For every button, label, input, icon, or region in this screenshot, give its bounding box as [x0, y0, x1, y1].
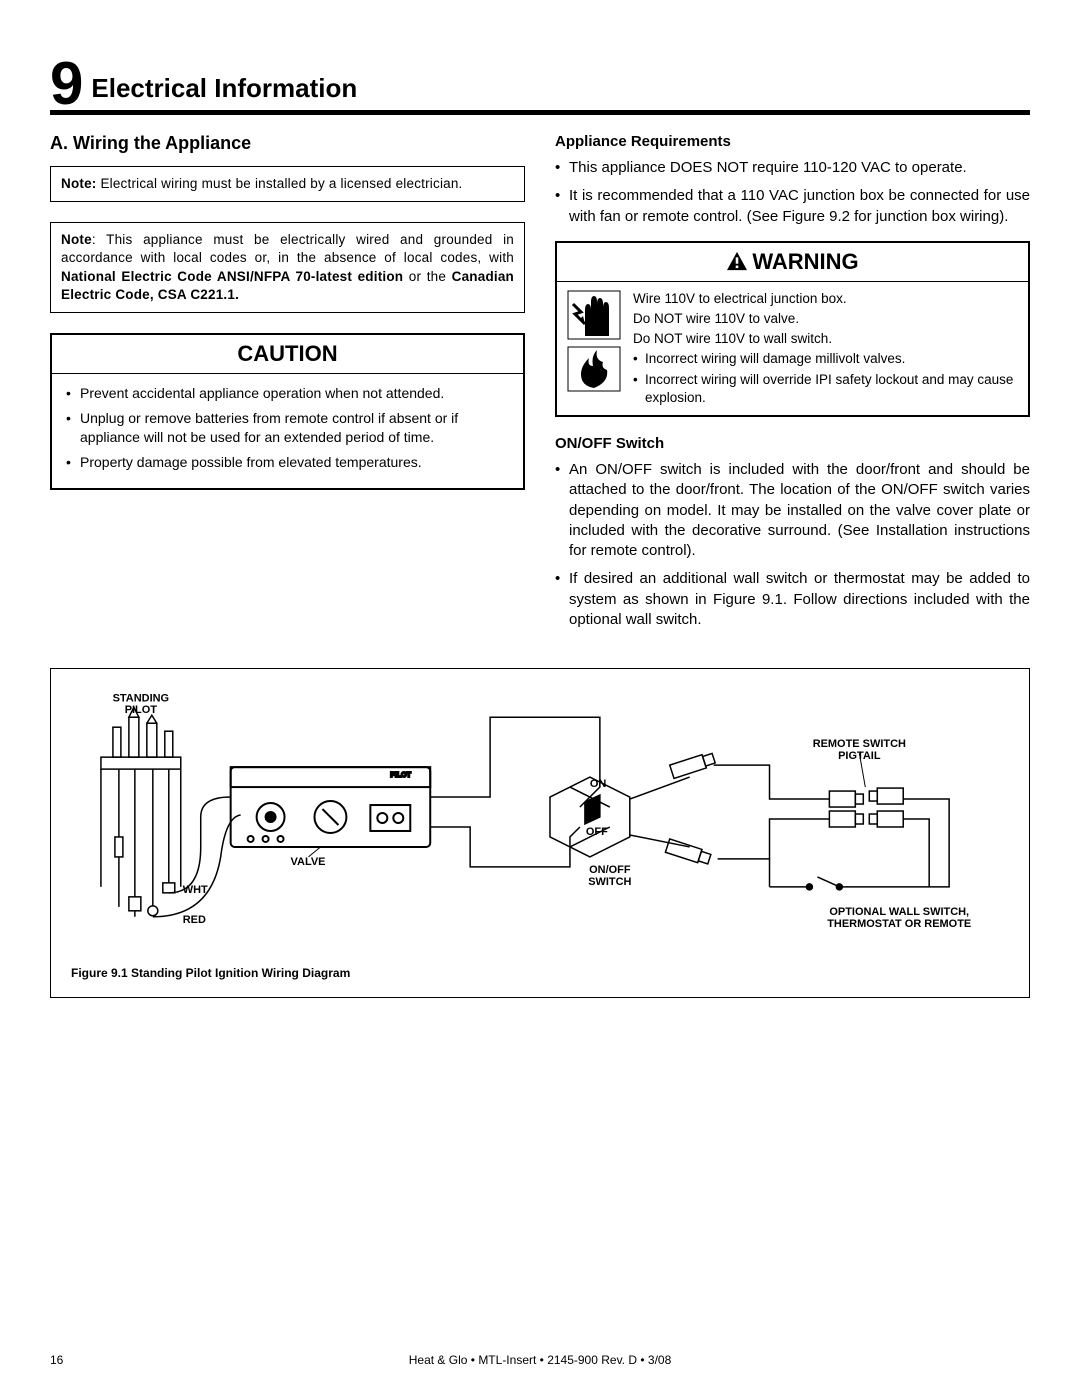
- note-body: Electrical wiring must be installed by a…: [97, 176, 463, 191]
- onoff-heading: ON/OFF Switch: [555, 435, 1030, 452]
- caution-box: CAUTION Prevent accidental appliance ope…: [50, 333, 525, 490]
- diagram-caption: Figure 9.1 Standing Pilot Ignition Wirin…: [71, 966, 1009, 980]
- section-header: 9 Electrical Information: [50, 60, 1030, 115]
- warning-box: WARNING: [555, 241, 1030, 417]
- shock-hand-icon: [567, 290, 621, 340]
- wiring-diagram-box: STANDINGPILOT WHT RED PILOT VALVE: [50, 668, 1030, 998]
- label-on: ON: [590, 778, 607, 790]
- wiring-heading: A. Wiring the Appliance: [50, 133, 525, 154]
- warning-text: Wire 110V to electrical junction box. Do…: [633, 290, 1018, 407]
- requirement-item: It is recommended that a 110 VAC junctio…: [555, 186, 1030, 227]
- section-number: 9: [50, 60, 83, 108]
- warning-title: WARNING: [557, 243, 1028, 282]
- note-prefix: Note: [61, 232, 92, 247]
- note-box-codes: Note: This appliance must be electricall…: [50, 222, 525, 313]
- section-title: Electrical Information: [91, 73, 357, 108]
- warning-triangle-icon: [726, 251, 748, 271]
- warning-line: Wire 110V to electrical junction box.: [633, 290, 1018, 308]
- label-remote-pigtail: REMOTE SWITCHPIGTAIL: [813, 738, 906, 762]
- note-body-2: or the: [403, 269, 451, 284]
- note-prefix: Note:: [61, 176, 97, 191]
- footer-center: Heat & Glo • MTL-Insert • 2145-900 Rev. …: [50, 1353, 1030, 1367]
- fire-icon: [567, 346, 621, 392]
- warning-title-text: WARNING: [752, 249, 858, 274]
- onoff-item: An ON/OFF switch is included with the do…: [555, 460, 1030, 561]
- wiring-diagram: STANDINGPILOT WHT RED PILOT VALVE: [71, 687, 1009, 957]
- requirement-item: This appliance DOES NOT require 110-120 …: [555, 158, 1030, 178]
- caution-item: Property damage possible from elevated t…: [66, 453, 509, 472]
- label-valve: VALVE: [291, 856, 326, 868]
- warning-bullet: Incorrect wiring will damage millivolt v…: [633, 350, 1018, 368]
- label-optional-switch: OPTIONAL WALL SWITCH,THERMOSTAT OR REMOT…: [827, 906, 971, 930]
- caution-title: CAUTION: [52, 335, 523, 374]
- svg-text:PILOT: PILOT: [390, 772, 411, 779]
- warning-body: Wire 110V to electrical junction box. Do…: [557, 282, 1028, 415]
- appliance-req-heading: Appliance Requirements: [555, 133, 1030, 150]
- onoff-list: An ON/OFF switch is included with the do…: [555, 460, 1030, 630]
- requirements-list: This appliance DOES NOT require 110-120 …: [555, 158, 1030, 227]
- label-red: RED: [183, 914, 206, 926]
- label-off: OFF: [586, 826, 608, 838]
- caution-item: Prevent accidental appliance operation w…: [66, 384, 509, 403]
- caution-item: Unplug or remove batteries from remote c…: [66, 409, 509, 447]
- note-body-1: : This appliance must be electrically wi…: [61, 232, 514, 265]
- page-footer: 16 Heat & Glo • MTL-Insert • 2145-900 Re…: [50, 1353, 1030, 1367]
- onoff-item: If desired an additional wall switch or …: [555, 569, 1030, 630]
- warning-bullet: Incorrect wiring will override IPI safet…: [633, 371, 1018, 407]
- note-box-electrician: Note: Electrical wiring must be installe…: [50, 166, 525, 202]
- label-onoff-switch: ON/OFFSWITCH: [588, 864, 631, 888]
- right-column: Appliance Requirements This appliance DO…: [555, 133, 1030, 638]
- left-column: A. Wiring the Appliance Note: Electrical…: [50, 133, 525, 638]
- two-column-layout: A. Wiring the Appliance Note: Electrical…: [50, 133, 1030, 638]
- warning-line: Do NOT wire 110V to valve.: [633, 310, 1018, 328]
- label-wht: WHT: [183, 884, 208, 896]
- warning-line: Do NOT wire 110V to wall switch.: [633, 330, 1018, 348]
- note-bold-nec: National Electric Code ANSI/NFPA 70-late…: [61, 269, 403, 284]
- caution-body: Prevent accidental appliance operation w…: [52, 374, 523, 488]
- warning-icons: [567, 290, 623, 407]
- label-standing-pilot: STANDINGPILOT: [113, 692, 169, 716]
